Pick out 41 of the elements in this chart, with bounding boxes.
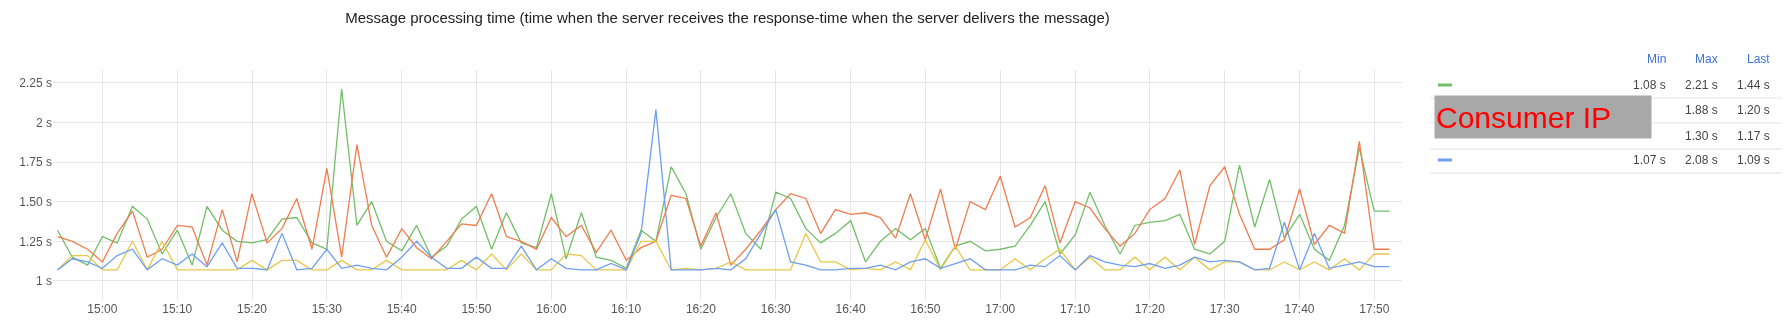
x-tick-label: 15:20 xyxy=(236,302,268,316)
x-tick-label: 16:30 xyxy=(760,302,792,316)
x-tick-label: 15:10 xyxy=(162,302,193,316)
text: 1.07 s xyxy=(1633,153,1666,167)
x-tick-label: 16:50 xyxy=(910,302,941,316)
y-tick-label: 1.25 s xyxy=(19,234,52,249)
y-tick-label: 1.75 s xyxy=(19,155,52,170)
x-tick-label: 15:40 xyxy=(386,302,418,316)
x-tick-label: 15:00 xyxy=(87,302,118,316)
x-tick-label: 16:00 xyxy=(536,302,567,316)
x-tick-label: 16:20 xyxy=(685,302,717,316)
text: 1.09 s xyxy=(1737,153,1770,167)
text: 2.08 s xyxy=(1685,153,1718,167)
text: 1.08 s xyxy=(1633,78,1666,92)
chart-title: Message processing time (time when the server receives the response-time when the server delivers the message) xyxy=(345,9,1110,27)
y-tick-label: 1.50 s xyxy=(19,194,52,209)
text: Max xyxy=(1695,52,1718,66)
text: 2.21 s xyxy=(1685,78,1718,92)
text: 1.44 s xyxy=(1737,78,1770,92)
text: Last xyxy=(1747,52,1771,66)
x-tick-label: 17:20 xyxy=(1134,302,1166,316)
y-tick-label: 2.25 s xyxy=(19,75,52,90)
x-tick-label: 16:10 xyxy=(611,302,642,316)
x-tick-label: 16:40 xyxy=(835,302,866,316)
x-tick-label: 17:10 xyxy=(1060,302,1091,316)
text: Min xyxy=(1647,52,1667,66)
text: 1.30 s xyxy=(1685,129,1718,143)
text: 1.88 s xyxy=(1685,103,1718,117)
y-tick-label: 1 s xyxy=(35,274,52,289)
x-tick-label: 17:50 xyxy=(1359,302,1390,316)
x-tick-label: 17:30 xyxy=(1209,302,1241,316)
x-tick-label: 15:50 xyxy=(461,302,492,316)
x-tick-label: 17:00 xyxy=(985,302,1016,316)
x-tick-label: 17:40 xyxy=(1284,302,1315,316)
text: 1.17 s xyxy=(1737,129,1770,143)
x-tick-label: 15:30 xyxy=(311,302,343,316)
line-series xyxy=(56,232,1391,271)
line-series xyxy=(56,140,1391,266)
y-tick-label: 2 s xyxy=(35,115,52,130)
text: Consumer IP xyxy=(1436,100,1612,134)
text: 1.20 s xyxy=(1737,103,1770,117)
